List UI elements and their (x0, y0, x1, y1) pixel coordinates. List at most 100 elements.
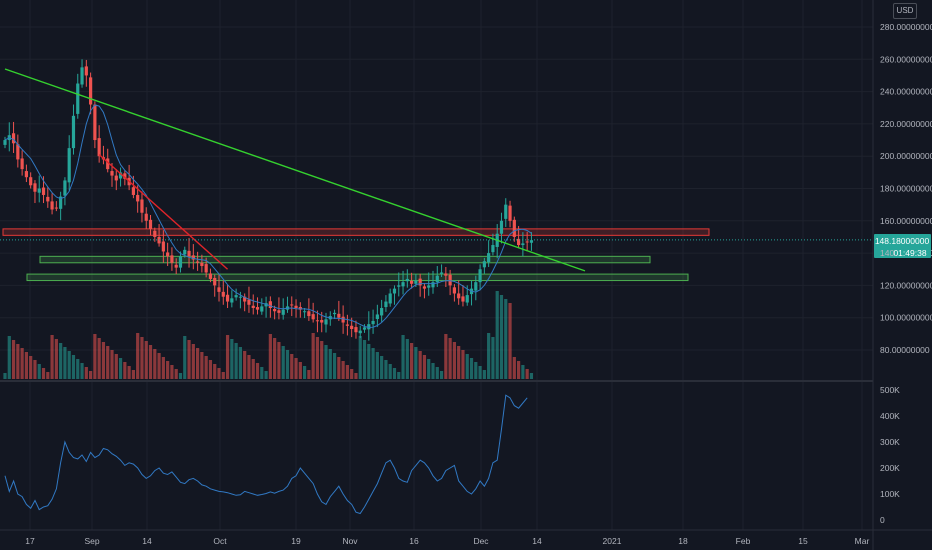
volume-bar (367, 344, 371, 379)
price-axis-tick[interactable]: 260.00000000 (880, 54, 932, 64)
time-axis-tick[interactable]: 15 (798, 536, 808, 546)
resistance-zone[interactable] (2, 228, 710, 236)
candle-body (29, 177, 33, 186)
volume-bar (41, 368, 46, 379)
currency-button[interactable]: USD (893, 3, 917, 19)
volume-bar (157, 353, 161, 379)
volume-bar (388, 364, 392, 379)
price-axis-tick[interactable]: 160.00000000 (880, 216, 932, 226)
volume-bar (243, 351, 247, 379)
volume-bar (469, 358, 474, 379)
support-zone[interactable] (26, 273, 689, 282)
candle-body (63, 180, 67, 196)
volume-bar (114, 354, 118, 379)
trendline-green[interactable] (4, 68, 586, 272)
price-axis[interactable]: 280.00000000 260.00000000 240.00000000 220.… (880, 22, 932, 355)
time-axis-tick[interactable]: 2021 (603, 536, 622, 546)
candle-body (307, 311, 311, 317)
volume-bar (277, 342, 281, 379)
volume-bar (324, 345, 328, 379)
time-axis-tick[interactable]: Oct (213, 536, 227, 546)
candle-body (478, 269, 482, 283)
support-zone[interactable] (39, 255, 651, 264)
volume-bar (230, 339, 234, 379)
time-axis-tick[interactable]: 17 (25, 536, 35, 546)
volume-bar (191, 344, 195, 379)
trendline-red[interactable] (98, 154, 229, 270)
price-axis-tick[interactable]: 220.00000000 (880, 119, 932, 129)
time-axis-tick[interactable]: 16 (409, 536, 419, 546)
price-tag-value: 148.18000000 (875, 236, 930, 246)
candle-body (371, 320, 375, 325)
time-axis-tick[interactable]: 19 (291, 536, 301, 546)
price-axis-tick[interactable]: 280.00000000 (880, 22, 932, 32)
indicator-axis-tick[interactable]: 400K (880, 411, 900, 421)
time-axis-tick[interactable]: Sep (84, 536, 99, 546)
price-axis-tick[interactable]: 240.00000000 (880, 87, 932, 97)
candle-body (521, 243, 525, 246)
candle-body (499, 220, 504, 234)
volume-bar (16, 344, 20, 379)
candlestick-series (3, 59, 534, 341)
volume-bar (328, 349, 332, 379)
candle-body (392, 288, 397, 294)
volume-bar (371, 348, 375, 379)
candle-body (461, 296, 465, 302)
indicator-axis-tick[interactable]: 300K (880, 437, 900, 447)
candle-body (144, 213, 148, 221)
price-axis-tick[interactable]: 200.00000000 (880, 151, 932, 161)
volume-bar (200, 352, 204, 379)
candle-body (405, 278, 409, 282)
price-axis-tick[interactable]: 180.00000000 (880, 184, 932, 194)
candle-body (24, 171, 28, 178)
candle-body (11, 133, 16, 144)
time-axis-tick[interactable]: 18 (678, 536, 688, 546)
volume-bar (298, 362, 302, 379)
time-axis-tick[interactable]: Dec (473, 536, 489, 546)
time-axis[interactable]: 17 Sep 14 Oct 19 Nov 16 Dec 14 2021 18 Feb 15 Mar (25, 536, 869, 546)
volume-bar (247, 355, 251, 379)
indicator-axis-tick[interactable]: 500K (880, 385, 900, 395)
volume-bar (478, 366, 482, 379)
volume-bar (11, 340, 16, 379)
indicator-axis[interactable]: 500K 400K 300K 200K 100K 0 (880, 385, 900, 525)
volume-bars (3, 291, 534, 379)
candle-body (418, 278, 422, 286)
volume-bar (521, 365, 525, 379)
candle-body (345, 324, 349, 326)
candle-body (238, 296, 242, 298)
time-axis-tick[interactable]: 14 (142, 536, 152, 546)
time-axis-tick[interactable]: 14 (532, 536, 542, 546)
price-axis-tick[interactable]: 120.00000000 (880, 280, 932, 290)
volume-bar (294, 358, 298, 379)
price-axis-tick[interactable]: 80.00000000 (880, 345, 930, 355)
support-resistance-zones[interactable] (2, 228, 710, 282)
candle-body (187, 250, 191, 257)
indicator-axis-tick[interactable]: 100K (880, 489, 900, 499)
candle-body (118, 172, 123, 179)
price-axis-tick[interactable]: 100.00000000 (880, 313, 932, 323)
candle-body (234, 295, 238, 298)
candle-body (401, 282, 405, 287)
candle-body (33, 183, 37, 192)
candle-body (431, 282, 435, 288)
candle-body (80, 67, 84, 85)
trendlines[interactable] (0, 68, 873, 272)
time-axis-tick[interactable]: Nov (342, 536, 358, 546)
candle-body (191, 255, 195, 260)
volume-bar (465, 354, 469, 379)
current-price-tag: 148.18000000 01:49:38 140. (874, 234, 931, 258)
candle-body (217, 287, 221, 292)
indicator-axis-tick[interactable]: 200K (880, 463, 900, 473)
volume-bar (285, 350, 290, 379)
volume-bar (148, 345, 153, 379)
volume-bar (281, 346, 285, 379)
time-axis-tick[interactable]: Mar (855, 536, 870, 546)
volume-bar (260, 367, 264, 379)
candle-body (491, 245, 495, 253)
candle-body (20, 158, 24, 170)
time-axis-tick[interactable]: Feb (736, 536, 751, 546)
volume-bar (529, 373, 534, 379)
indicator-axis-tick[interactable]: 0 (880, 515, 885, 525)
